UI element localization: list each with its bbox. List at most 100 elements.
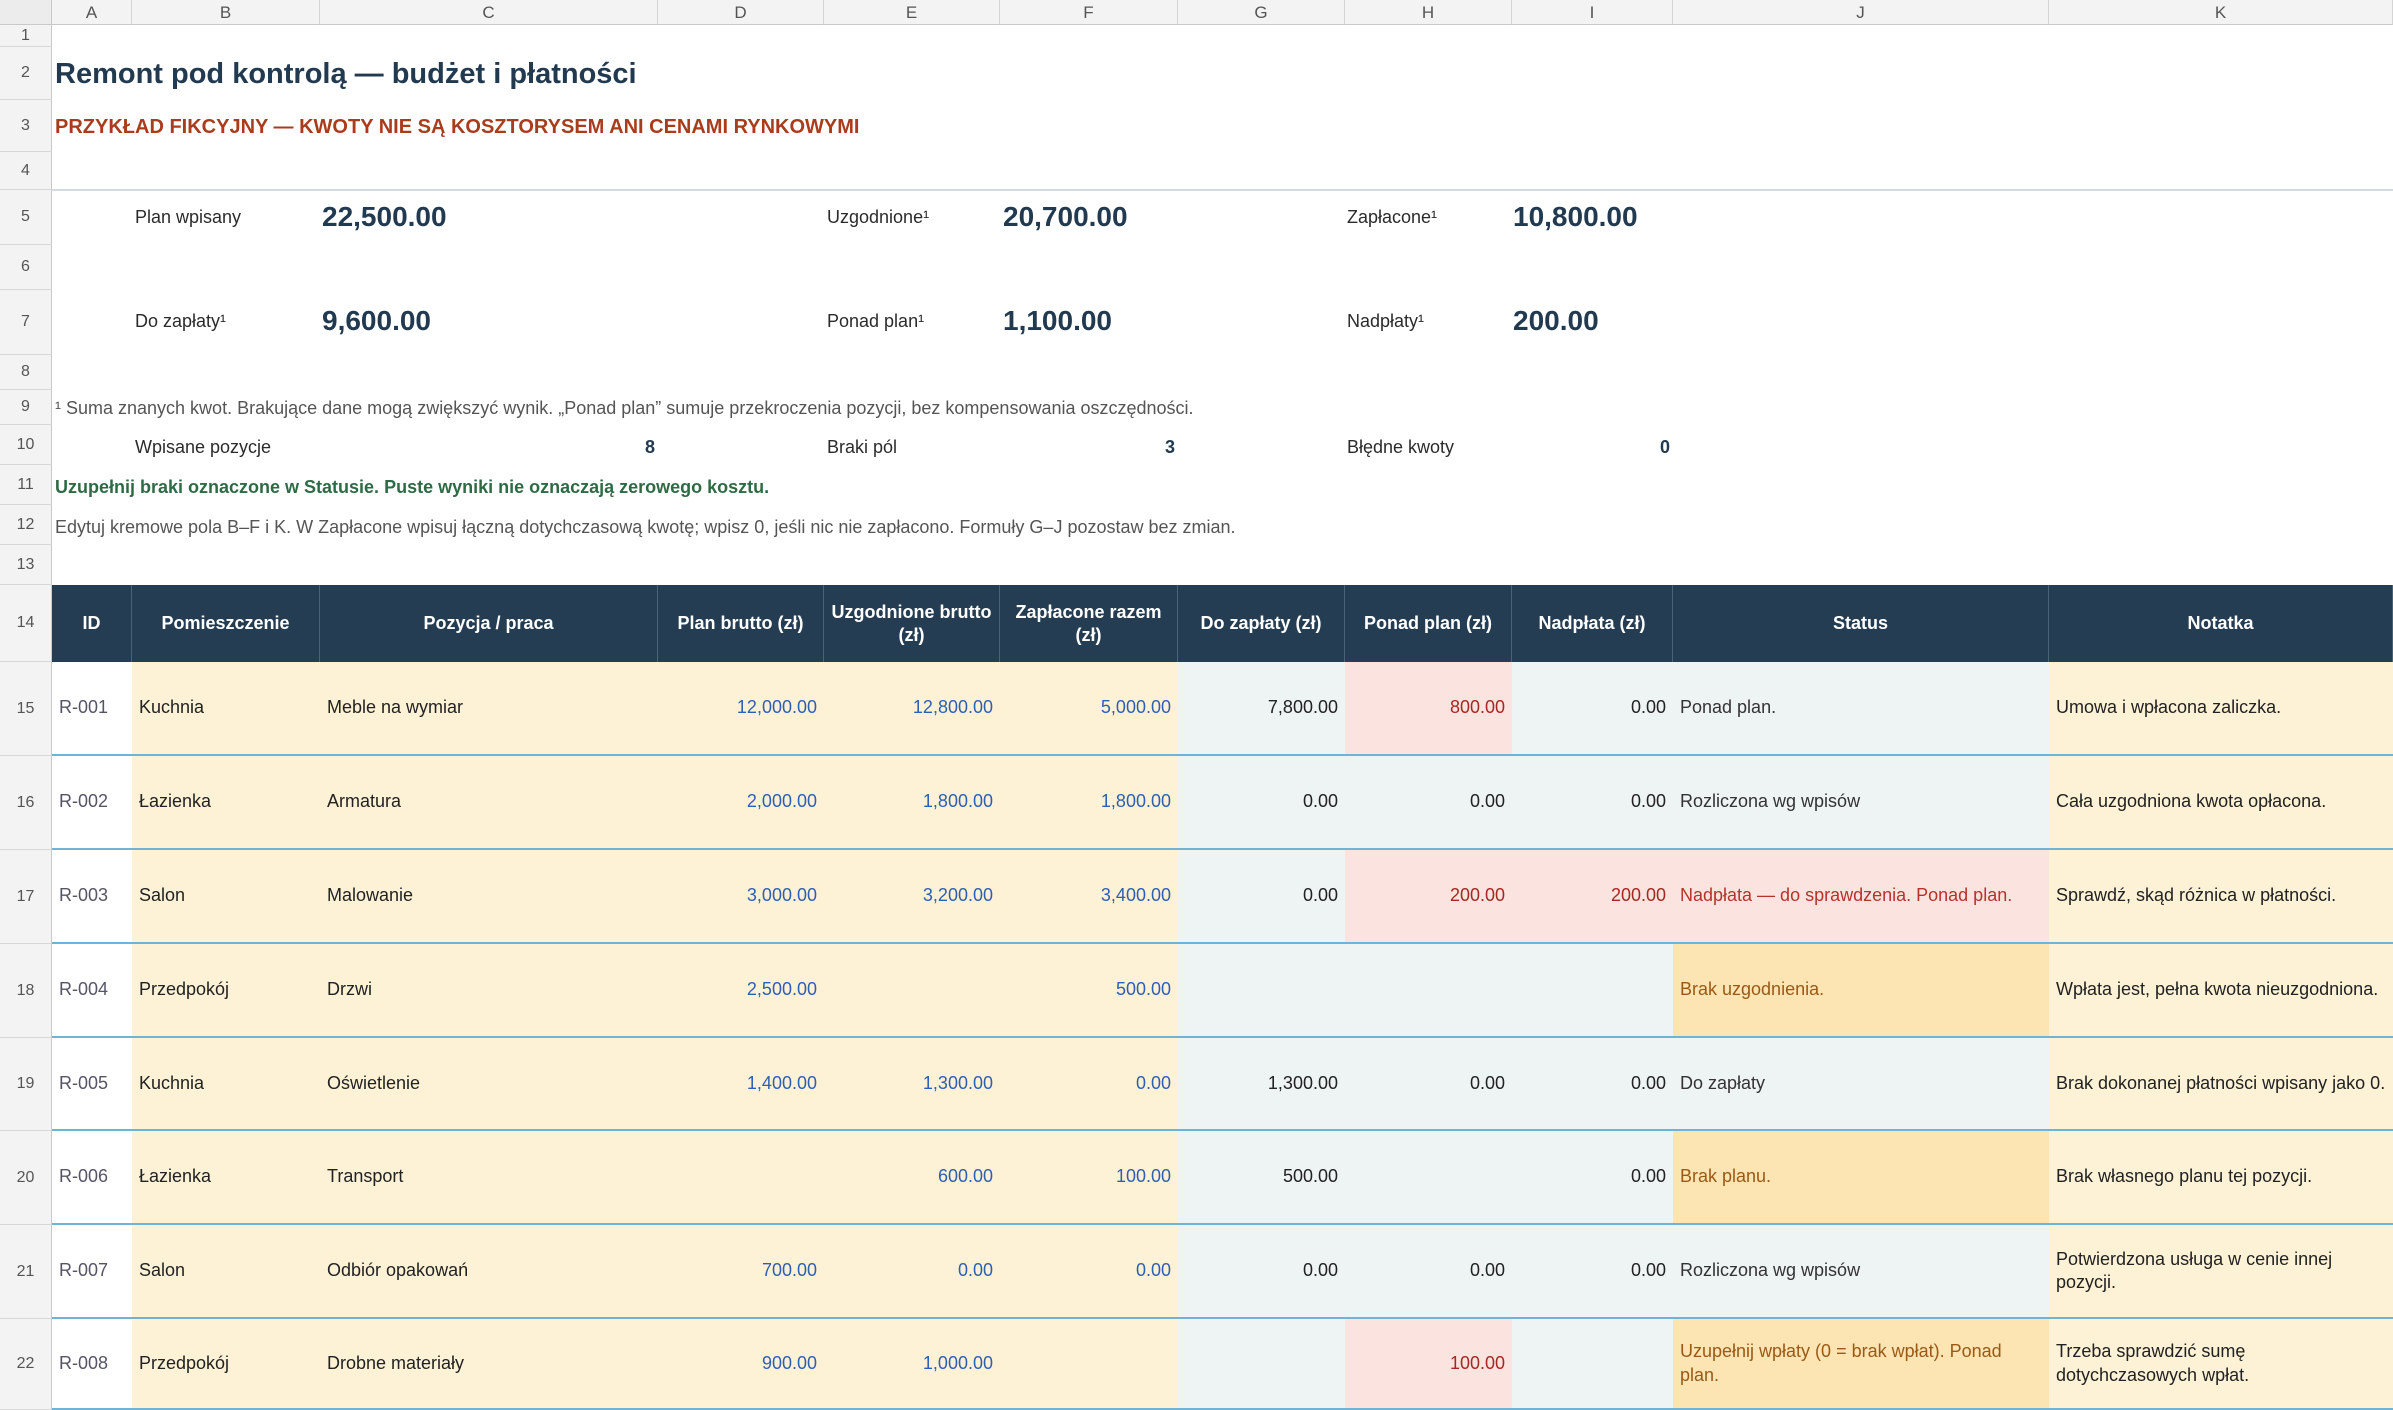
row-header[interactable]: 11 <box>0 465 52 505</box>
cell-over[interactable] <box>1345 944 1512 1038</box>
kpi-agreed-value[interactable]: 20,700.00 <box>1003 201 1128 232</box>
row-header[interactable]: 20 <box>0 1131 52 1225</box>
cell-note[interactable]: Brak własnego planu tej pozycji. <box>2049 1131 2393 1225</box>
cell-due[interactable]: 0.00 <box>1178 850 1345 944</box>
cell-status[interactable]: Rozliczona wg wpisów <box>1673 756 2049 850</box>
kpi-plan-value[interactable]: 22,500.00 <box>322 201 447 232</box>
cell-note[interactable]: Wpłata jest, pełna kwota nieuzgodniona. <box>2049 944 2393 1038</box>
cell-item[interactable]: Drzwi <box>320 944 658 1038</box>
cell-agreed[interactable] <box>824 944 1000 1038</box>
column-header[interactable]: I <box>1512 0 1673 25</box>
cell-plan[interactable]: 900.00 <box>658 1319 824 1410</box>
cell-status[interactable]: Rozliczona wg wpisów <box>1673 1225 2049 1319</box>
cell-room[interactable]: Salon <box>132 1225 320 1319</box>
count-missing-value[interactable]: 3 <box>1164 437 1175 457</box>
header-agreed[interactable]: Uzgodnione brutto (zł) <box>824 585 1000 662</box>
cell-item[interactable]: Oświetlenie <box>320 1038 658 1131</box>
cell-note[interactable]: Sprawdź, skąd różnica w płatności. <box>2049 850 2393 944</box>
cell-overpay[interactable]: 200.00 <box>1512 850 1673 944</box>
cell-note[interactable]: Brak dokonanej płatności wpisany jako 0. <box>2049 1038 2393 1131</box>
kpi-paid-value[interactable]: 10,800.00 <box>1513 201 1638 232</box>
header-due[interactable]: Do zapłaty (zł) <box>1178 585 1345 662</box>
cell-note[interactable]: Cała uzgodniona kwota opłacona. <box>2049 756 2393 850</box>
cell-due[interactable]: 500.00 <box>1178 1131 1345 1225</box>
header-id[interactable]: ID <box>52 585 132 662</box>
cell-room[interactable]: Łazienka <box>132 756 320 850</box>
row-header[interactable]: 5 <box>0 190 52 245</box>
cell-over[interactable]: 0.00 <box>1345 1225 1512 1319</box>
cell-room[interactable]: Przedpokój <box>132 944 320 1038</box>
cell-due[interactable]: 7,800.00 <box>1178 662 1345 756</box>
column-header[interactable]: D <box>658 0 824 25</box>
cell-overpay[interactable]: 0.00 <box>1512 1038 1673 1131</box>
kpi-overpay-value[interactable]: 200.00 <box>1513 305 1599 336</box>
row-header[interactable]: 7 <box>0 290 52 355</box>
column-header[interactable]: J <box>1673 0 2049 25</box>
cell-plan[interactable]: 2,000.00 <box>658 756 824 850</box>
cell-paid[interactable]: 1,800.00 <box>1000 756 1178 850</box>
cell-item[interactable]: Drobne materiały <box>320 1319 658 1410</box>
column-header[interactable]: B <box>132 0 320 25</box>
header-overpay[interactable]: Nadpłata (zł) <box>1512 585 1673 662</box>
row-header[interactable]: 13 <box>0 545 52 585</box>
header-paid[interactable]: Zapłacone razem (zł) <box>1000 585 1178 662</box>
column-header[interactable]: H <box>1345 0 1512 25</box>
kpi-over-value[interactable]: 1,100.00 <box>1003 305 1112 336</box>
column-header[interactable]: F <box>1000 0 1178 25</box>
cell-agreed[interactable]: 3,200.00 <box>824 850 1000 944</box>
cell-item[interactable]: Malowanie <box>320 850 658 944</box>
header-plan[interactable]: Plan brutto (zł) <box>658 585 824 662</box>
column-header[interactable]: C <box>320 0 658 25</box>
cell-paid[interactable]: 100.00 <box>1000 1131 1178 1225</box>
cell-overpay[interactable] <box>1512 944 1673 1038</box>
column-header[interactable]: E <box>824 0 1000 25</box>
cell-room[interactable]: Kuchnia <box>132 1038 320 1131</box>
cell-paid[interactable]: 3,400.00 <box>1000 850 1178 944</box>
cell-paid[interactable]: 0.00 <box>1000 1038 1178 1131</box>
row-header[interactable]: 16 <box>0 756 52 850</box>
cell-overpay[interactable]: 0.00 <box>1512 662 1673 756</box>
cell-over[interactable]: 800.00 <box>1345 662 1512 756</box>
row-header[interactable]: 12 <box>0 505 52 545</box>
cell-over[interactable]: 200.00 <box>1345 850 1512 944</box>
row-header[interactable]: 2 <box>0 47 52 100</box>
header-room[interactable]: Pomieszczenie <box>132 585 320 662</box>
cell-overpay[interactable]: 0.00 <box>1512 1225 1673 1319</box>
cell-status[interactable]: Uzupełnij wpłaty (0 = brak wpłat). Ponad… <box>1673 1319 2049 1410</box>
cell-plan[interactable]: 1,400.00 <box>658 1038 824 1131</box>
cell-agreed[interactable]: 1,300.00 <box>824 1038 1000 1131</box>
cell-plan[interactable]: 3,000.00 <box>658 850 824 944</box>
header-over[interactable]: Ponad plan (zł) <box>1345 585 1512 662</box>
cell-status[interactable]: Brak uzgodnienia. <box>1673 944 2049 1038</box>
cell-due[interactable] <box>1178 944 1345 1038</box>
cell-paid[interactable] <box>1000 1319 1178 1410</box>
cell-id[interactable]: R-002 <box>52 756 132 850</box>
row-header[interactable]: 17 <box>0 850 52 944</box>
row-header[interactable]: 8 <box>0 355 52 390</box>
cell-id[interactable]: R-004 <box>52 944 132 1038</box>
cell-over[interactable]: 0.00 <box>1345 1038 1512 1131</box>
select-all-corner[interactable] <box>0 0 52 25</box>
cell-room[interactable]: Salon <box>132 850 320 944</box>
cell-plan[interactable] <box>658 1131 824 1225</box>
cell-agreed[interactable]: 1,000.00 <box>824 1319 1000 1410</box>
header-status[interactable]: Status <box>1673 585 2049 662</box>
cell-due[interactable] <box>1178 1319 1345 1410</box>
cell-overpay[interactable]: 0.00 <box>1512 756 1673 850</box>
cell-due[interactable]: 1,300.00 <box>1178 1038 1345 1131</box>
row-header[interactable]: 18 <box>0 944 52 1038</box>
cell-agreed[interactable]: 1,800.00 <box>824 756 1000 850</box>
cell-plan[interactable]: 12,000.00 <box>658 662 824 756</box>
row-header[interactable]: 6 <box>0 245 52 290</box>
header-note[interactable]: Notatka <box>2049 585 2393 662</box>
cell-paid[interactable]: 0.00 <box>1000 1225 1178 1319</box>
row-header[interactable]: 3 <box>0 100 52 152</box>
cell-id[interactable]: R-003 <box>52 850 132 944</box>
cell-plan[interactable]: 700.00 <box>658 1225 824 1319</box>
cell-overpay[interactable] <box>1512 1319 1673 1410</box>
cell-over[interactable]: 100.00 <box>1345 1319 1512 1410</box>
row-header[interactable]: 15 <box>0 662 52 756</box>
cell-id[interactable]: R-007 <box>52 1225 132 1319</box>
cell-due[interactable]: 0.00 <box>1178 756 1345 850</box>
count-entered-value[interactable]: 8 <box>644 437 655 457</box>
